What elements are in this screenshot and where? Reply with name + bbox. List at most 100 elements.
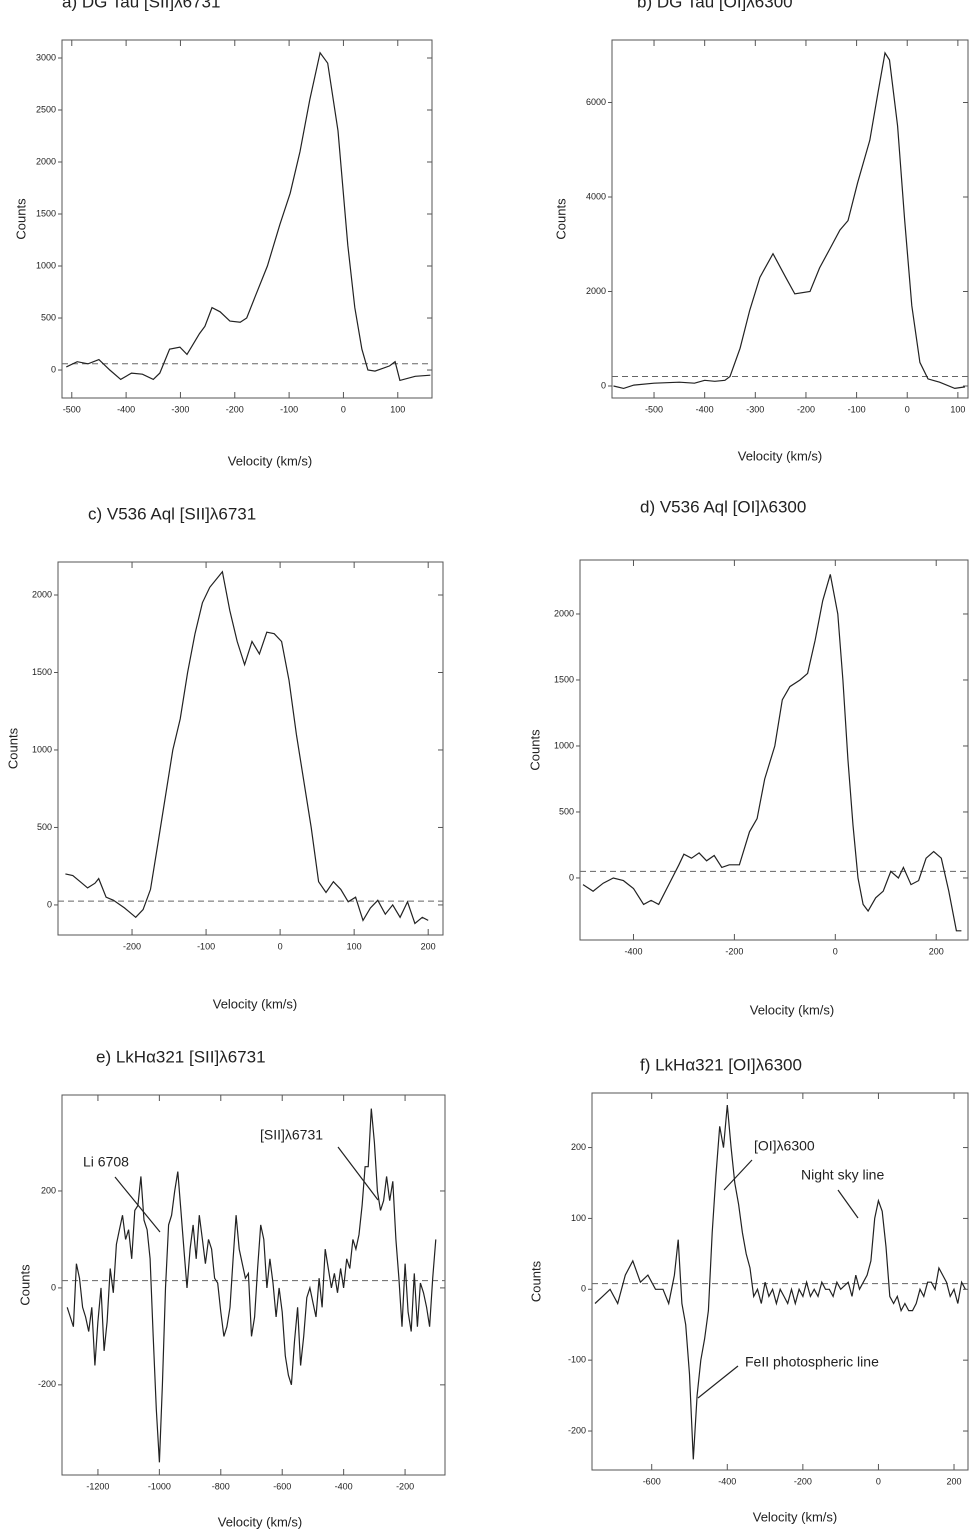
x-tick-label: 100 xyxy=(390,404,405,414)
x-tick-label: -400 xyxy=(696,404,714,414)
x-tick-label: -1200 xyxy=(86,1481,109,1491)
spectrum-line xyxy=(613,51,966,390)
spectrum-line xyxy=(66,51,431,382)
chart-title: e) LkHα321 [SII]λ6731 xyxy=(96,1047,266,1066)
plot-frame xyxy=(61,39,433,399)
x-tick-label: -200 xyxy=(123,941,141,951)
y-tick-label: 200 xyxy=(571,1142,586,1152)
y-axis-label: Counts xyxy=(17,1264,32,1306)
y-axis-label: Counts xyxy=(5,727,20,769)
y-tick-label: 0 xyxy=(47,899,52,909)
x-axis-label: Velocity (km/s) xyxy=(213,996,298,1011)
x-tick-label: 200 xyxy=(421,941,436,951)
y-tick-label: 3000 xyxy=(36,52,56,62)
y-tick-label: 500 xyxy=(559,806,574,816)
x-tick-label: -200 xyxy=(797,404,815,414)
plot-frame xyxy=(579,559,969,941)
chart-title: d) V536 Aql [OI]λ6300 xyxy=(640,497,806,516)
x-tick-label: -200 xyxy=(396,1481,414,1491)
plot-frame xyxy=(61,1094,446,1476)
x-tick-label: 0 xyxy=(278,941,283,951)
y-tick-label: 1500 xyxy=(32,667,52,677)
x-tick-label: 100 xyxy=(347,941,362,951)
chart-title: f) LkHα321 [OI]λ6300 xyxy=(640,1055,802,1074)
y-tick-label: 200 xyxy=(41,1185,56,1195)
y-tick-label: -100 xyxy=(568,1355,586,1365)
annotation-pointer xyxy=(697,1365,739,1399)
x-tick-label: -1000 xyxy=(148,1481,171,1491)
x-tick-label: 0 xyxy=(876,1476,881,1486)
y-tick-label: 0 xyxy=(581,1284,586,1294)
y-tick-label: -200 xyxy=(568,1425,586,1435)
annotation: [OI]λ6300 xyxy=(754,1138,815,1154)
x-axis-label: Velocity (km/s) xyxy=(750,1002,835,1017)
y-tick-label: 4000 xyxy=(586,191,606,201)
y-tick-label: 500 xyxy=(41,312,56,322)
plot-frame xyxy=(611,39,969,399)
plot-frame xyxy=(591,1092,969,1471)
y-tick-label: 0 xyxy=(51,364,56,374)
y-tick-label: 2500 xyxy=(36,104,56,114)
x-tick-label: -500 xyxy=(63,404,81,414)
y-tick-label: 2000 xyxy=(36,156,56,166)
y-axis-label: Counts xyxy=(528,1260,543,1302)
x-axis-label: Velocity (km/s) xyxy=(738,448,823,463)
chart-title: c) V536 Aql [SII]λ6731 xyxy=(88,504,256,523)
x-tick-label: -500 xyxy=(645,404,663,414)
x-tick-label: -200 xyxy=(794,1476,812,1486)
y-tick-label: 6000 xyxy=(586,97,606,107)
chart-title: b) DG Tau [OI]λ6300 xyxy=(637,0,793,11)
y-tick-label: 1000 xyxy=(32,744,52,754)
y-tick-label: 1000 xyxy=(554,740,574,750)
y-axis-label: Counts xyxy=(553,198,568,240)
y-axis-label: Counts xyxy=(527,729,542,771)
annotation: [SII]λ6731 xyxy=(260,1127,323,1143)
x-axis-label: Velocity (km/s) xyxy=(753,1509,838,1524)
spectrum-line xyxy=(66,1108,437,1463)
plot-frame xyxy=(57,561,444,936)
x-tick-label: -300 xyxy=(171,404,189,414)
y-tick-label: 1500 xyxy=(554,674,574,684)
y-tick-label: -200 xyxy=(38,1379,56,1389)
x-tick-label: -400 xyxy=(624,946,642,956)
y-tick-label: 0 xyxy=(569,872,574,882)
y-tick-label: 0 xyxy=(601,380,606,390)
y-axis-label: Counts xyxy=(13,198,28,240)
x-tick-label: -300 xyxy=(746,404,764,414)
y-tick-label: 2000 xyxy=(554,608,574,618)
annotation: FeII photospheric line xyxy=(745,1354,879,1370)
y-tick-label: 500 xyxy=(37,822,52,832)
y-tick-label: 0 xyxy=(51,1282,56,1292)
chart-title: a) DG Tau [SII]λ6731 xyxy=(62,0,220,11)
x-tick-label: -100 xyxy=(197,941,215,951)
spectrum-line xyxy=(582,574,962,932)
x-tick-label: -200 xyxy=(725,946,743,956)
spectrum-line xyxy=(594,1104,966,1460)
y-tick-label: 100 xyxy=(571,1213,586,1223)
y-tick-label: 2000 xyxy=(32,589,52,599)
x-tick-label: -400 xyxy=(335,1481,353,1491)
spectrum-line xyxy=(65,570,429,925)
x-tick-label: 0 xyxy=(905,404,910,414)
x-tick-label: -100 xyxy=(280,404,298,414)
annotation-pointer xyxy=(837,1189,859,1219)
x-axis-label: Velocity (km/s) xyxy=(218,1514,303,1529)
x-tick-label: -100 xyxy=(848,404,866,414)
x-axis-label: Velocity (km/s) xyxy=(228,453,313,468)
x-tick-label: 200 xyxy=(929,946,944,956)
x-tick-label: 0 xyxy=(833,946,838,956)
annotation-pointer xyxy=(114,1176,161,1233)
x-tick-label: -800 xyxy=(212,1481,230,1491)
x-tick-label: -600 xyxy=(273,1481,291,1491)
x-tick-label: -600 xyxy=(643,1476,661,1486)
annotation-pointer xyxy=(723,1159,753,1191)
x-tick-label: 100 xyxy=(950,404,965,414)
x-tick-label: -400 xyxy=(718,1476,736,1486)
annotation-pointer xyxy=(337,1146,379,1201)
x-tick-label: -400 xyxy=(117,404,135,414)
annotation: Li 6708 xyxy=(83,1154,129,1170)
x-tick-label: 0 xyxy=(341,404,346,414)
x-tick-label: 200 xyxy=(947,1476,962,1486)
y-tick-label: 2000 xyxy=(586,286,606,296)
